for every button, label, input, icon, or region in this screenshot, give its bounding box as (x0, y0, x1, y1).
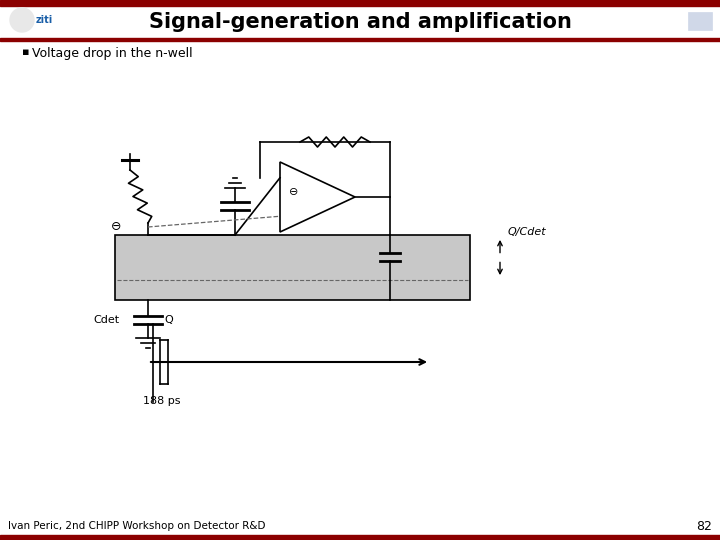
Bar (0, 6, 720, 38)
Text: Voltage drop in the n-well: Voltage drop in the n-well (32, 47, 193, 60)
Text: Q/Cdet: Q/Cdet (508, 227, 546, 237)
Circle shape (10, 8, 34, 32)
Text: 188 ps: 188 ps (143, 396, 181, 406)
Text: Signal-generation and amplification: Signal-generation and amplification (148, 12, 572, 32)
Text: ⊖: ⊖ (289, 187, 299, 197)
Text: ⊖: ⊖ (111, 220, 121, 233)
Text: Ivan Peric, 2nd CHIPP Workshop on Detector R&D: Ivan Peric, 2nd CHIPP Workshop on Detect… (8, 521, 266, 531)
Bar (0, 535, 720, 540)
Bar (0, 0, 720, 6)
Bar (688, 12, 712, 30)
Text: ziti: ziti (36, 15, 53, 25)
Text: Q: Q (164, 315, 173, 325)
Bar (115, 235, 470, 300)
Text: Cdet: Cdet (94, 315, 120, 325)
Text: ▪: ▪ (22, 47, 30, 57)
Bar (0, 38, 720, 41)
Text: 82: 82 (696, 519, 712, 532)
